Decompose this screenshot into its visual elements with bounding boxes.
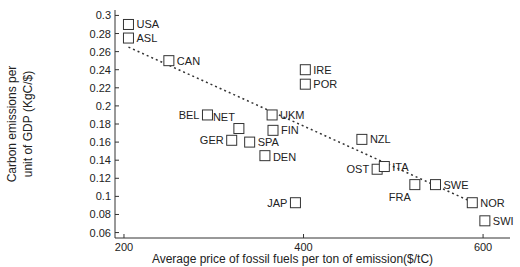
y-tick-label: 0.14 bbox=[90, 154, 111, 166]
x-tick-label: 600 bbox=[474, 241, 492, 253]
point bbox=[260, 151, 270, 161]
y-tick bbox=[115, 178, 119, 179]
y-tick-label: 0.26 bbox=[90, 46, 111, 58]
x-axis-title: Average price of fossil fuels per ton of… bbox=[152, 252, 433, 266]
y-tick-label: 0.12 bbox=[90, 172, 111, 184]
y-axis-title: unit of GDP (KgC/$) bbox=[21, 71, 35, 178]
y-tick-label: 0.28 bbox=[90, 28, 111, 40]
x-tick bbox=[303, 234, 304, 238]
y-tick-label: 0.24 bbox=[90, 64, 111, 76]
point bbox=[430, 180, 440, 190]
point-label: SPA bbox=[258, 136, 280, 148]
point bbox=[202, 110, 212, 120]
y-tick-label: 0.08 bbox=[90, 208, 111, 220]
y-tick-label: 0.18 bbox=[90, 118, 111, 130]
point-label: NET bbox=[213, 111, 235, 123]
plot-marks bbox=[123, 19, 489, 225]
y-tick bbox=[115, 142, 119, 143]
point-label: SWE bbox=[443, 179, 468, 191]
point bbox=[234, 124, 244, 134]
point-label: OST bbox=[347, 163, 370, 175]
y-tick bbox=[115, 15, 119, 16]
point bbox=[267, 110, 277, 120]
point bbox=[410, 180, 420, 190]
y-tick bbox=[115, 196, 119, 197]
point-label: ITA bbox=[392, 161, 409, 173]
x-tick-label: 200 bbox=[115, 241, 133, 253]
y-tick-label: 0.1 bbox=[96, 190, 111, 202]
point bbox=[480, 216, 490, 226]
y-axis-title: Carbon emissions per bbox=[5, 66, 19, 183]
point bbox=[300, 79, 310, 89]
y-tick bbox=[115, 160, 119, 161]
trend-line bbox=[128, 47, 469, 201]
y-tick bbox=[115, 33, 119, 34]
point-label: ASL bbox=[136, 32, 157, 44]
point-label: IRE bbox=[313, 64, 331, 76]
point bbox=[227, 135, 237, 145]
y-tick bbox=[115, 51, 119, 52]
y-tick-label: 0.16 bbox=[90, 136, 111, 148]
point-label: SWI bbox=[493, 215, 514, 227]
y-tick bbox=[115, 87, 119, 88]
point-label: NZL bbox=[370, 133, 391, 145]
point-label: UKM bbox=[280, 109, 304, 121]
y-tick-label: 0.06 bbox=[90, 227, 111, 239]
point bbox=[123, 33, 133, 43]
point bbox=[300, 65, 310, 75]
y-tick bbox=[115, 105, 119, 106]
y-tick bbox=[115, 232, 119, 233]
point-label: DEN bbox=[273, 151, 296, 163]
y-tick-label: 0.3 bbox=[96, 9, 111, 21]
chart: 0.06 0.08 0.1 0.12 0.14 0.16 0.18 0.2 0.22 0.24 0.… bbox=[0, 0, 520, 267]
x-tick bbox=[483, 234, 484, 238]
point-label: JAP bbox=[267, 197, 287, 209]
point bbox=[290, 198, 300, 208]
point bbox=[123, 19, 133, 29]
point bbox=[245, 137, 255, 147]
x-axis bbox=[115, 238, 510, 239]
x-tick bbox=[123, 234, 124, 238]
point-label: FIN bbox=[281, 124, 299, 136]
y-tick-label: 0.2 bbox=[96, 100, 111, 112]
point bbox=[357, 134, 367, 144]
point-label: FRA bbox=[389, 191, 412, 203]
point-label: POR bbox=[313, 78, 337, 90]
y-tick-label: 0.22 bbox=[90, 82, 111, 94]
y-tick bbox=[115, 214, 119, 215]
point-label: NOR bbox=[480, 197, 505, 209]
y-tick bbox=[115, 124, 119, 125]
y-tick bbox=[115, 69, 119, 70]
point-label: CAN bbox=[177, 55, 200, 67]
point bbox=[467, 198, 477, 208]
point-label: BEL bbox=[179, 109, 200, 121]
point-label: USA bbox=[136, 18, 159, 30]
point bbox=[268, 125, 278, 135]
point bbox=[379, 162, 389, 172]
point bbox=[164, 56, 174, 66]
point-label: GER bbox=[200, 134, 224, 146]
